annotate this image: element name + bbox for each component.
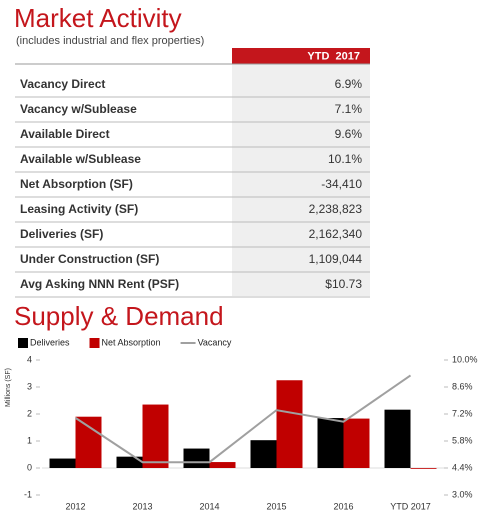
bar: [384, 409, 411, 468]
column-header-bg: [232, 48, 370, 64]
row-value: 9.6%: [335, 127, 363, 141]
legend-swatch: [89, 338, 100, 348]
y-tick-label: 0: [27, 462, 32, 472]
bar: [276, 380, 303, 468]
bar: [317, 418, 344, 468]
y2-tick-label: 3.0%: [452, 489, 473, 499]
row-label: Under Construction (SF): [20, 252, 159, 266]
vacancy-line: [74, 374, 412, 464]
y2-tick-label: 4.4%: [452, 462, 473, 472]
x-tick-label: 2013: [132, 501, 152, 511]
legend-label: Net Absorption: [102, 337, 161, 347]
x-tick-label: 2014: [199, 501, 219, 511]
x-tick-label: 2012: [65, 501, 85, 511]
y-tick-label: -1: [24, 489, 32, 499]
section-title: Supply & Demand: [14, 301, 224, 331]
x-tick-label: YTD 2017: [390, 501, 431, 511]
bar: [49, 458, 76, 468]
row-label: Available Direct: [20, 127, 110, 141]
y-tick-label: 1: [27, 435, 32, 445]
row-value: $10.73: [325, 277, 362, 291]
bar: [343, 418, 370, 468]
row-label: Vacancy Direct: [20, 77, 105, 91]
bar: [183, 448, 210, 468]
row-label: Net Absorption (SF): [20, 177, 133, 191]
legend-label: Vacancy: [198, 337, 232, 347]
bar: [142, 404, 169, 468]
row-value: 1,109,044: [309, 252, 363, 266]
row-value: 6.9%: [335, 77, 363, 91]
bar: [209, 462, 236, 468]
y-axis-label: Millions (SF): [5, 368, 12, 407]
y-tick-label: 2: [27, 408, 32, 418]
bar: [250, 440, 277, 468]
bar: [75, 416, 102, 468]
y2-tick-label: 7.2%: [452, 408, 473, 418]
row-value: 2,162,340: [309, 227, 363, 241]
title: Market Activity: [14, 3, 182, 33]
legend-label: Deliveries: [30, 337, 70, 347]
row-value: -34,410: [321, 177, 362, 191]
row-label: Avg Asking NNN Rent (PSF): [20, 277, 179, 291]
y-tick-label: 4: [27, 354, 32, 364]
bar: [410, 468, 437, 469]
y2-tick-label: 5.8%: [452, 435, 473, 445]
row-label: Vacancy w/Sublease: [20, 102, 137, 116]
legend-swatch: [18, 338, 28, 348]
value-column: [232, 64, 370, 296]
column-header: YTD 2017: [307, 50, 360, 62]
row-label: Leasing Activity (SF): [20, 202, 138, 216]
y2-tick-label: 10.0%: [452, 354, 478, 364]
y2-tick-label: 8.6%: [452, 381, 473, 391]
row-label: Available w/Sublease: [20, 152, 141, 166]
bar: [116, 456, 143, 468]
row-value: 2,238,823: [309, 202, 363, 216]
x-tick-label: 2015: [266, 501, 286, 511]
row-value: 10.1%: [328, 152, 362, 166]
subtitle: (includes industrial and flex properties…: [16, 35, 204, 47]
y-tick-label: 3: [27, 381, 32, 391]
x-tick-label: 2016: [333, 501, 353, 511]
row-label: Deliveries (SF): [20, 227, 103, 241]
row-value: 7.1%: [335, 102, 363, 116]
